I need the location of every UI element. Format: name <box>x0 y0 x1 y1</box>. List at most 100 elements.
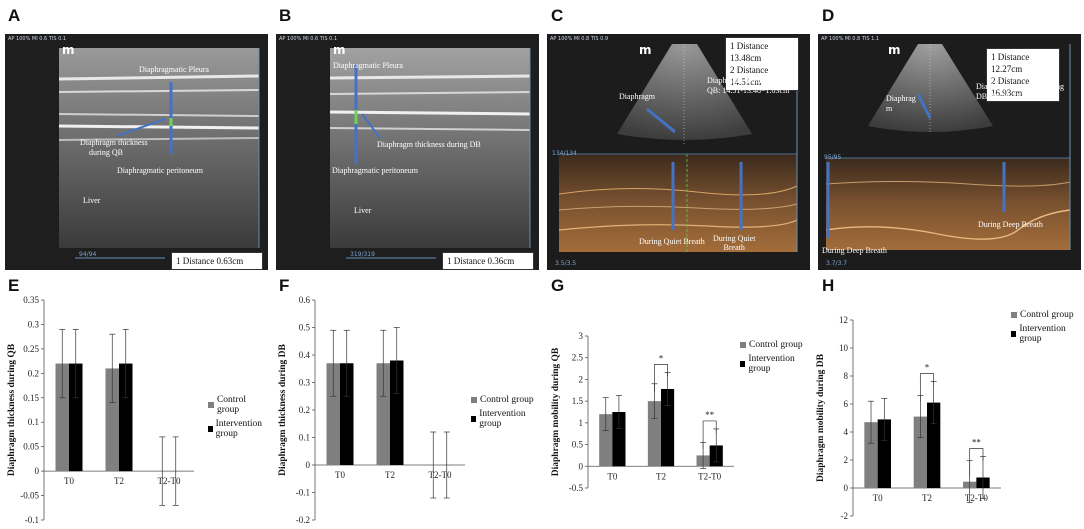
y-tick-label: 0.4 <box>299 350 311 360</box>
legend-swatch <box>740 361 746 367</box>
y-tick-label: 0.6 <box>299 295 311 305</box>
scale-readout: 3.5/3.5 <box>555 260 577 267</box>
label-pleura: Diaphragmatic Pleura <box>139 65 209 74</box>
x-tick-label: T2-T0 <box>158 476 181 486</box>
label-thickness-2: during QB <box>89 148 123 157</box>
panel-label-c: C <box>551 6 564 25</box>
y-axis-label: Diaphragm mobility during QB <box>551 347 561 476</box>
label-quiet-breath-1: During Quiet Breath <box>639 237 705 246</box>
legend-swatch <box>208 426 213 432</box>
legend-item-control: Control group <box>740 340 812 350</box>
y-tick-label: 0.35 <box>23 295 39 305</box>
distance-box: 1 Distance 13.48cm 2 Distance 14.51cm <box>725 37 799 91</box>
y-tick-label: 0.15 <box>23 393 39 403</box>
frame-counter: 95/95 <box>824 154 842 161</box>
mobility-label: Diaphragm mobility during <box>976 82 1064 91</box>
x-tick-label: T0 <box>64 476 74 486</box>
y-tick-label: 6 <box>844 399 849 409</box>
ultrasound-c-graphic <box>547 34 810 270</box>
logo-mark: m <box>639 43 652 57</box>
ultrasound-header-text: AP 100% MI 0.6 TIS 0.1 <box>279 36 338 42</box>
ultrasound-image-a: AP 100% MI 0.6 TIS 0.1 m Diaphragmatic P… <box>5 34 268 270</box>
legend-label: Control group <box>749 340 803 350</box>
legend-label: Control group <box>216 395 246 415</box>
mobility-label: Diaphragm mobility during <box>707 76 795 85</box>
y-tick-label: 12 <box>839 315 848 325</box>
bar-intervention <box>612 412 626 467</box>
panel-label-e: E <box>8 276 20 295</box>
x-tick-label: T2 <box>114 476 124 486</box>
panel-label-d: D <box>822 6 835 25</box>
x-tick-label: T2-T0 <box>698 471 721 481</box>
y-tick-label: 0.2 <box>28 368 39 378</box>
label-thickness: Diaphragm thickness during DB <box>377 140 481 149</box>
label-diaphragm: Diaphragm <box>619 92 655 101</box>
legend-label: Intervention group <box>748 354 795 374</box>
bar-intervention <box>69 363 83 472</box>
y-tick-label: 0.1 <box>28 417 39 427</box>
label-quiet-breath-2: During Quiet <box>713 234 756 243</box>
y-tick-label: 0.5 <box>572 440 584 450</box>
bar-intervention <box>927 402 941 488</box>
distance-box: 1 Distance 0.63cm <box>171 252 263 270</box>
legend-label: Control group <box>1020 310 1074 320</box>
x-tick-label: T2 <box>656 471 666 481</box>
label-deep-breath-2: During Deep Breath <box>978 220 1043 229</box>
logo-mark: m <box>62 43 75 57</box>
legend-swatch <box>471 416 477 422</box>
y-tick-label: 0.1 <box>299 433 310 443</box>
chart-svg: 0.35 0.3 0.25 0.2 0.15 0.1 0.05 0 -0.05 -0.1 Diaph… <box>7 295 194 525</box>
y-tick-label: 0 <box>35 466 40 476</box>
y-axis-label: Diaphragm mobility during DB <box>816 353 826 482</box>
legend-item-intervention: Intervention group <box>471 409 541 429</box>
ultrasound-image-d: AP 100% MI 0.8 TIS 1.1 m 1 Distance 12.2… <box>818 34 1081 270</box>
ultrasound-image-c: AP 100% MI 0.8 TIS 0.9 m 1 Distance 13.4… <box>547 34 810 270</box>
y-tick-label: 2 <box>579 374 584 384</box>
significance-bracket <box>702 420 717 449</box>
label-peritoneum: Diaphragmatic peritoneum <box>332 166 418 175</box>
bar-intervention <box>877 419 891 488</box>
panel-label-h: H <box>822 276 835 295</box>
y-axis-label: Diaphragm thickness during QB <box>7 343 17 476</box>
frame-counter: 94/94 <box>79 251 97 258</box>
chart-svg: 0.6 0.5 0.4 0.3 0.2 0.1 0 -0.1 -0.2 Diaphragm thi… <box>278 295 465 525</box>
y-tick-label: -0.2 <box>296 515 310 525</box>
label-liver: Liver <box>354 206 372 215</box>
bar-control <box>376 363 390 465</box>
label-pleura: Diaphragmatic Pleura <box>333 61 403 70</box>
legend-label: Intervention group <box>215 419 263 439</box>
bar-control <box>326 363 340 465</box>
x-tick-label: T0 <box>607 471 617 481</box>
legend-label: Intervention group <box>479 409 526 429</box>
y-axis-label: Diaphragm thickness during DB <box>278 343 288 475</box>
y-tick-label: 0 <box>579 461 584 471</box>
label-liver: Liver <box>83 196 101 205</box>
logo-mark: m <box>333 43 346 57</box>
ultrasound-header-text: AP 100% MI 0.8 TIS 0.9 <box>550 36 609 42</box>
bar-intervention <box>340 363 354 465</box>
chart-g: 3 2.5 2 1.5 1 0.5 0 -0.5 Diaphragm mobility duri… <box>542 290 812 529</box>
significance-marker: ** <box>705 410 715 420</box>
scale-readout: 3.7/3.7 <box>826 260 848 267</box>
panel-label-f: F <box>279 276 290 295</box>
y-tick-label: 4 <box>844 427 849 437</box>
ultrasound-header-text: AP 100% MI 0.8 TIS 1.1 <box>821 36 880 42</box>
chart-h: 12 10 8 6 4 2 0 -2 Diaphragm mobility during DB T… <box>813 290 1083 529</box>
y-tick-label: 3 <box>579 331 584 341</box>
legend-swatch <box>740 342 746 348</box>
bar-control <box>913 416 927 488</box>
y-tick-label: 0.25 <box>23 344 39 354</box>
label-deep-breath-1: During Deep Breath <box>822 246 887 255</box>
label-diaphragm-1: Diaphrag <box>886 94 916 103</box>
significance-bracket <box>919 373 935 402</box>
legend-swatch <box>208 402 214 408</box>
label-quiet-breath-3: Breath <box>723 243 745 252</box>
ultrasound-b-graphic <box>276 34 539 270</box>
panel-label-b: B <box>279 6 292 25</box>
y-tick-label: 1 <box>579 418 584 428</box>
y-tick-label: 1.5 <box>572 396 584 406</box>
y-tick-label: -0.1 <box>296 488 310 498</box>
legend-item-intervention: Intervention group <box>1011 324 1083 344</box>
significance-marker: * <box>925 363 930 373</box>
chart-e: 0.35 0.3 0.25 0.2 0.15 0.1 0.05 0 -0.05 -0.1 Diaph… <box>0 290 270 529</box>
